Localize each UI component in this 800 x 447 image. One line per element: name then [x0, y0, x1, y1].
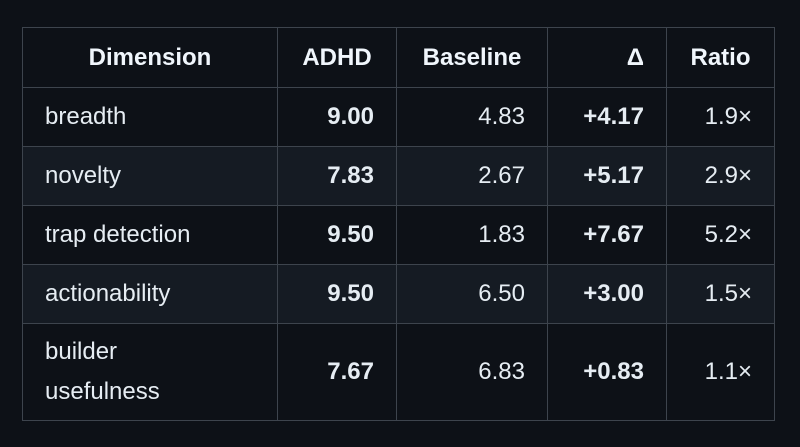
header-delta: Δ [547, 27, 667, 88]
cell-dimension: actionability [22, 264, 278, 324]
table-row: novelty 7.83 2.67 +5.17 2.9× [22, 146, 775, 206]
cell-ratio: 1.5× [666, 264, 775, 324]
cell-ratio: 1.9× [666, 87, 775, 147]
header-baseline: Baseline [396, 27, 548, 88]
comparison-table-container: Dimension ADHD Baseline Δ Ratio breadth … [22, 27, 775, 421]
cell-baseline: 4.83 [396, 87, 548, 147]
header-adhd: ADHD [277, 27, 397, 88]
cell-adhd: 9.00 [277, 87, 397, 147]
cell-delta: +7.67 [547, 205, 667, 265]
cell-adhd: 7.83 [277, 146, 397, 206]
cell-adhd: 7.67 [277, 323, 397, 421]
cell-dimension: breadth [22, 87, 278, 147]
cell-ratio: 5.2× [666, 205, 775, 265]
cell-ratio: 1.1× [666, 323, 775, 421]
cell-adhd: 9.50 [277, 205, 397, 265]
cell-dimension: trap detection [22, 205, 278, 265]
header-dimension: Dimension [22, 27, 278, 88]
cell-adhd: 9.50 [277, 264, 397, 324]
cell-dimension: builder usefulness [22, 323, 278, 421]
cell-baseline: 2.67 [396, 146, 548, 206]
header-ratio: Ratio [666, 27, 775, 88]
cell-baseline: 1.83 [396, 205, 548, 265]
cell-baseline: 6.50 [396, 264, 548, 324]
table-row: actionability 9.50 6.50 +3.00 1.5× [22, 264, 775, 324]
cell-delta: +4.17 [547, 87, 667, 147]
table-row: breadth 9.00 4.83 +4.17 1.9× [22, 87, 775, 147]
cell-delta: +0.83 [547, 323, 667, 421]
cell-delta: +5.17 [547, 146, 667, 206]
table-row: trap detection 9.50 1.83 +7.67 5.2× [22, 205, 775, 265]
cell-dimension: novelty [22, 146, 278, 206]
cell-ratio: 2.9× [666, 146, 775, 206]
cell-delta: +3.00 [547, 264, 667, 324]
cell-baseline: 6.83 [396, 323, 548, 421]
comparison-table: Dimension ADHD Baseline Δ Ratio breadth … [22, 27, 775, 421]
table-header-row: Dimension ADHD Baseline Δ Ratio [22, 27, 775, 88]
table-row: builder usefulness 7.67 6.83 +0.83 1.1× [22, 323, 775, 421]
